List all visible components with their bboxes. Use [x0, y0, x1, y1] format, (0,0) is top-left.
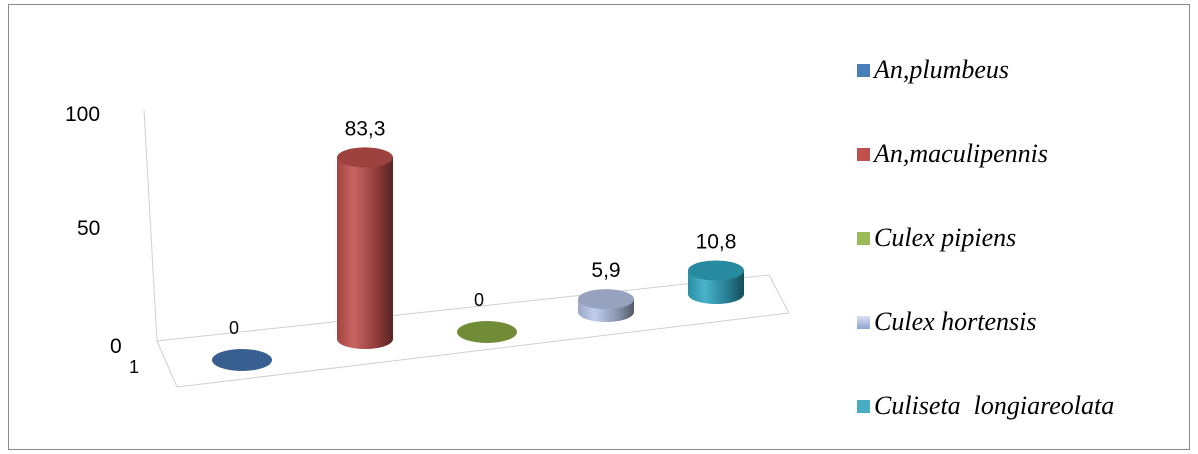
floor-back-edge — [156, 274, 770, 342]
legend-item-culex-pipiens: Culex pipiens — [857, 221, 1016, 255]
bar-top — [337, 147, 393, 168]
x-tick-label-1: 1 — [129, 357, 139, 377]
y-tick-label-50: 50 — [77, 217, 100, 240]
bar — [578, 289, 634, 322]
data-label: 5,9 — [591, 259, 620, 282]
data-label: 83,3 — [345, 117, 386, 140]
legend-item-an-maculipennis: An,maculipennis — [857, 137, 1048, 171]
floor-right-edge — [768, 274, 790, 314]
bar-top — [457, 321, 517, 343]
chart-plot: 100 50 0 1 0 83,3 0 5,9 10,8 — [65, 103, 790, 388]
bar — [212, 349, 272, 371]
y-tick-label-100: 100 — [65, 103, 100, 126]
legend-label: An,plumbeus — [874, 55, 1010, 84]
data-labels-group: 0 83,3 0 5,9 10,8 — [229, 117, 736, 338]
bar-top — [578, 289, 634, 310]
legend-swatch — [857, 231, 870, 245]
legend-swatch — [857, 147, 870, 161]
data-label: 0 — [474, 290, 484, 310]
back-wall-axis — [143, 109, 158, 342]
bar-top — [688, 260, 744, 281]
legend-label: Culex pipiens — [874, 223, 1017, 252]
data-label: 10,8 — [696, 230, 737, 253]
legend-item-an-plumbeus: An,plumbeus — [857, 53, 1009, 87]
bar — [337, 147, 393, 349]
legend-label: An,maculipennis — [874, 139, 1049, 168]
legend-label: Culex hortensis — [874, 307, 1037, 336]
data-label: 0 — [229, 318, 239, 338]
plot-walls — [143, 109, 790, 388]
bar — [457, 321, 517, 343]
legend-item-culex-hortensis: Culex hortensis — [857, 305, 1037, 339]
y-tick-label-0: 0 — [110, 335, 122, 358]
legend-swatch — [857, 399, 870, 413]
floor-front-edge — [176, 312, 790, 388]
legend-label: Culiseta longiareolata — [874, 391, 1115, 420]
legend-swatch — [857, 63, 870, 77]
bar-top — [212, 349, 272, 371]
bars-group — [212, 147, 744, 371]
floor-left-edge — [156, 340, 178, 388]
legend-item-culiseta-longiareolata: Culiseta longiareolata — [857, 389, 1114, 423]
legend-swatch — [857, 315, 870, 329]
bar — [688, 260, 744, 304]
chart-frame: 100 50 0 1 0 83,3 0 5,9 10,8 An,plumbeus An,… — [8, 4, 1190, 450]
bar-body — [337, 157, 393, 349]
